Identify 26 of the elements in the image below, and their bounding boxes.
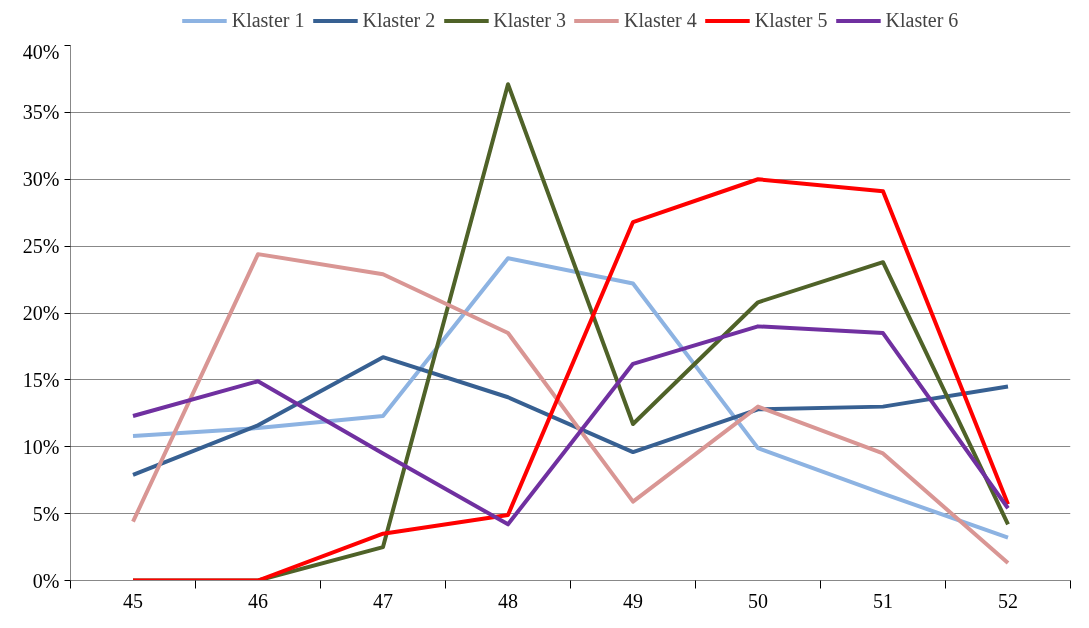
legend-label: Klaster 2 — [362, 8, 436, 32]
y-tick-label: 10% — [22, 435, 60, 458]
x-tick-label: 52 — [998, 589, 1018, 612]
legend-label: Klaster 1 — [231, 8, 305, 32]
y-tick-label: 5% — [32, 502, 60, 525]
x-tick-label: 50 — [748, 589, 768, 612]
line-series — [131, 324, 1010, 527]
x-tick-label: 51 — [873, 589, 893, 612]
y-tick-label: 35% — [22, 101, 60, 124]
y-tick-label: 40% — [22, 40, 60, 63]
y-tick-label: 20% — [22, 302, 60, 324]
y-tick-label: 30% — [22, 168, 60, 191]
y-tick-label: 25% — [22, 235, 60, 258]
line-series — [131, 355, 1010, 477]
legend-label: Klaster 5 — [754, 8, 828, 32]
x-tick-label: 47 — [373, 589, 393, 612]
x-tick-label: 49 — [623, 589, 643, 612]
legend-label: Klaster 3 — [493, 8, 566, 32]
x-tick-label: 48 — [498, 589, 518, 612]
x-tick-label: 46 — [248, 589, 268, 612]
legend-label: Klaster 4 — [624, 8, 697, 32]
y-tick-label: 0% — [32, 569, 60, 592]
y-tick-label: 15% — [22, 368, 60, 391]
legend-label: Klaster 6 — [885, 8, 959, 32]
x-tick-label: 45 — [123, 589, 143, 612]
line-series — [131, 177, 1010, 581]
